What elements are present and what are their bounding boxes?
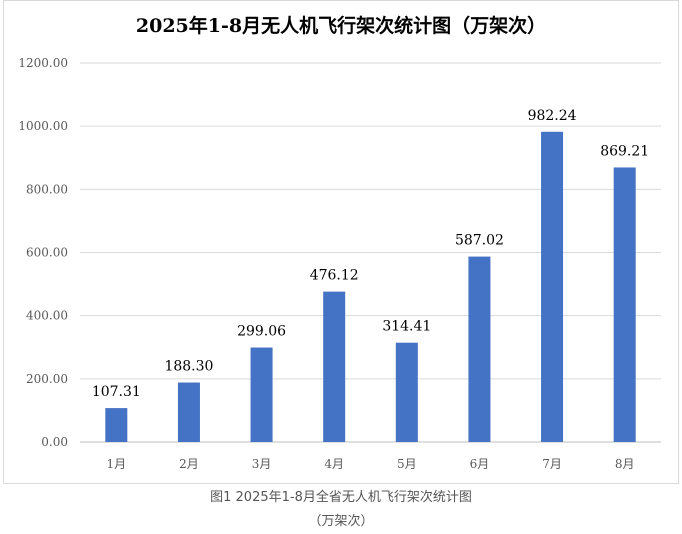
x-tick-label: 7月 xyxy=(542,457,562,471)
x-tick-label: 1月 xyxy=(106,457,126,471)
data-label: 188.30 xyxy=(164,359,213,375)
y-tick-label: 1200.00 xyxy=(18,56,68,70)
y-tick-label: 600.00 xyxy=(26,246,68,260)
gridlines xyxy=(80,62,661,443)
y-tick-label: 1000.00 xyxy=(18,119,68,133)
data-label: 587.02 xyxy=(455,233,504,249)
data-label: 869.21 xyxy=(600,143,649,159)
y-tick-label: 0.00 xyxy=(41,435,68,449)
y-tick-label: 400.00 xyxy=(26,309,68,323)
bar xyxy=(613,167,636,443)
y-axis-ticks: 0.00 200.00 400.00 600.00 800.00 1000.00 1200.… xyxy=(18,56,68,449)
x-tick-label: 4月 xyxy=(324,457,344,471)
bar xyxy=(323,291,346,442)
y-tick-label: 200.00 xyxy=(26,372,68,386)
x-tick-label: 5月 xyxy=(397,457,417,471)
bar xyxy=(177,382,200,442)
data-label: 107.31 xyxy=(92,384,141,400)
x-tick-label: 6月 xyxy=(470,457,490,471)
data-label: 476.12 xyxy=(310,268,359,284)
x-tick-label: 2月 xyxy=(179,457,199,471)
bar-chart: 2025年1-8月无人机飞行架次统计图（万架次） 0.00 200.00 400.0… xyxy=(18,14,661,471)
data-label: 982.24 xyxy=(528,108,577,124)
figure-caption: 图1 2025年1-8月全省无人机飞行架次统计图 xyxy=(210,490,472,505)
bar xyxy=(541,131,564,442)
data-labels: 107.31 188.30 299.06 476.12 314.41 587.02 982.… xyxy=(92,108,649,400)
chart-title: 2025年1-8月无人机飞行架次统计图（万架次） xyxy=(136,14,546,37)
bars xyxy=(105,131,636,443)
bar xyxy=(395,342,418,442)
data-label: 314.41 xyxy=(382,319,431,335)
data-label: 299.06 xyxy=(237,324,286,340)
y-tick-label: 800.00 xyxy=(26,182,68,196)
figure-caption-unit: （万架次） xyxy=(308,514,374,529)
x-axis-ticks: 1月 2月 3月 4月 5月 6月 7月 8月 xyxy=(106,457,634,471)
bar xyxy=(250,347,273,442)
bar xyxy=(105,408,128,442)
bar xyxy=(468,256,491,442)
x-tick-label: 8月 xyxy=(615,457,635,471)
x-tick-label: 3月 xyxy=(252,457,272,471)
